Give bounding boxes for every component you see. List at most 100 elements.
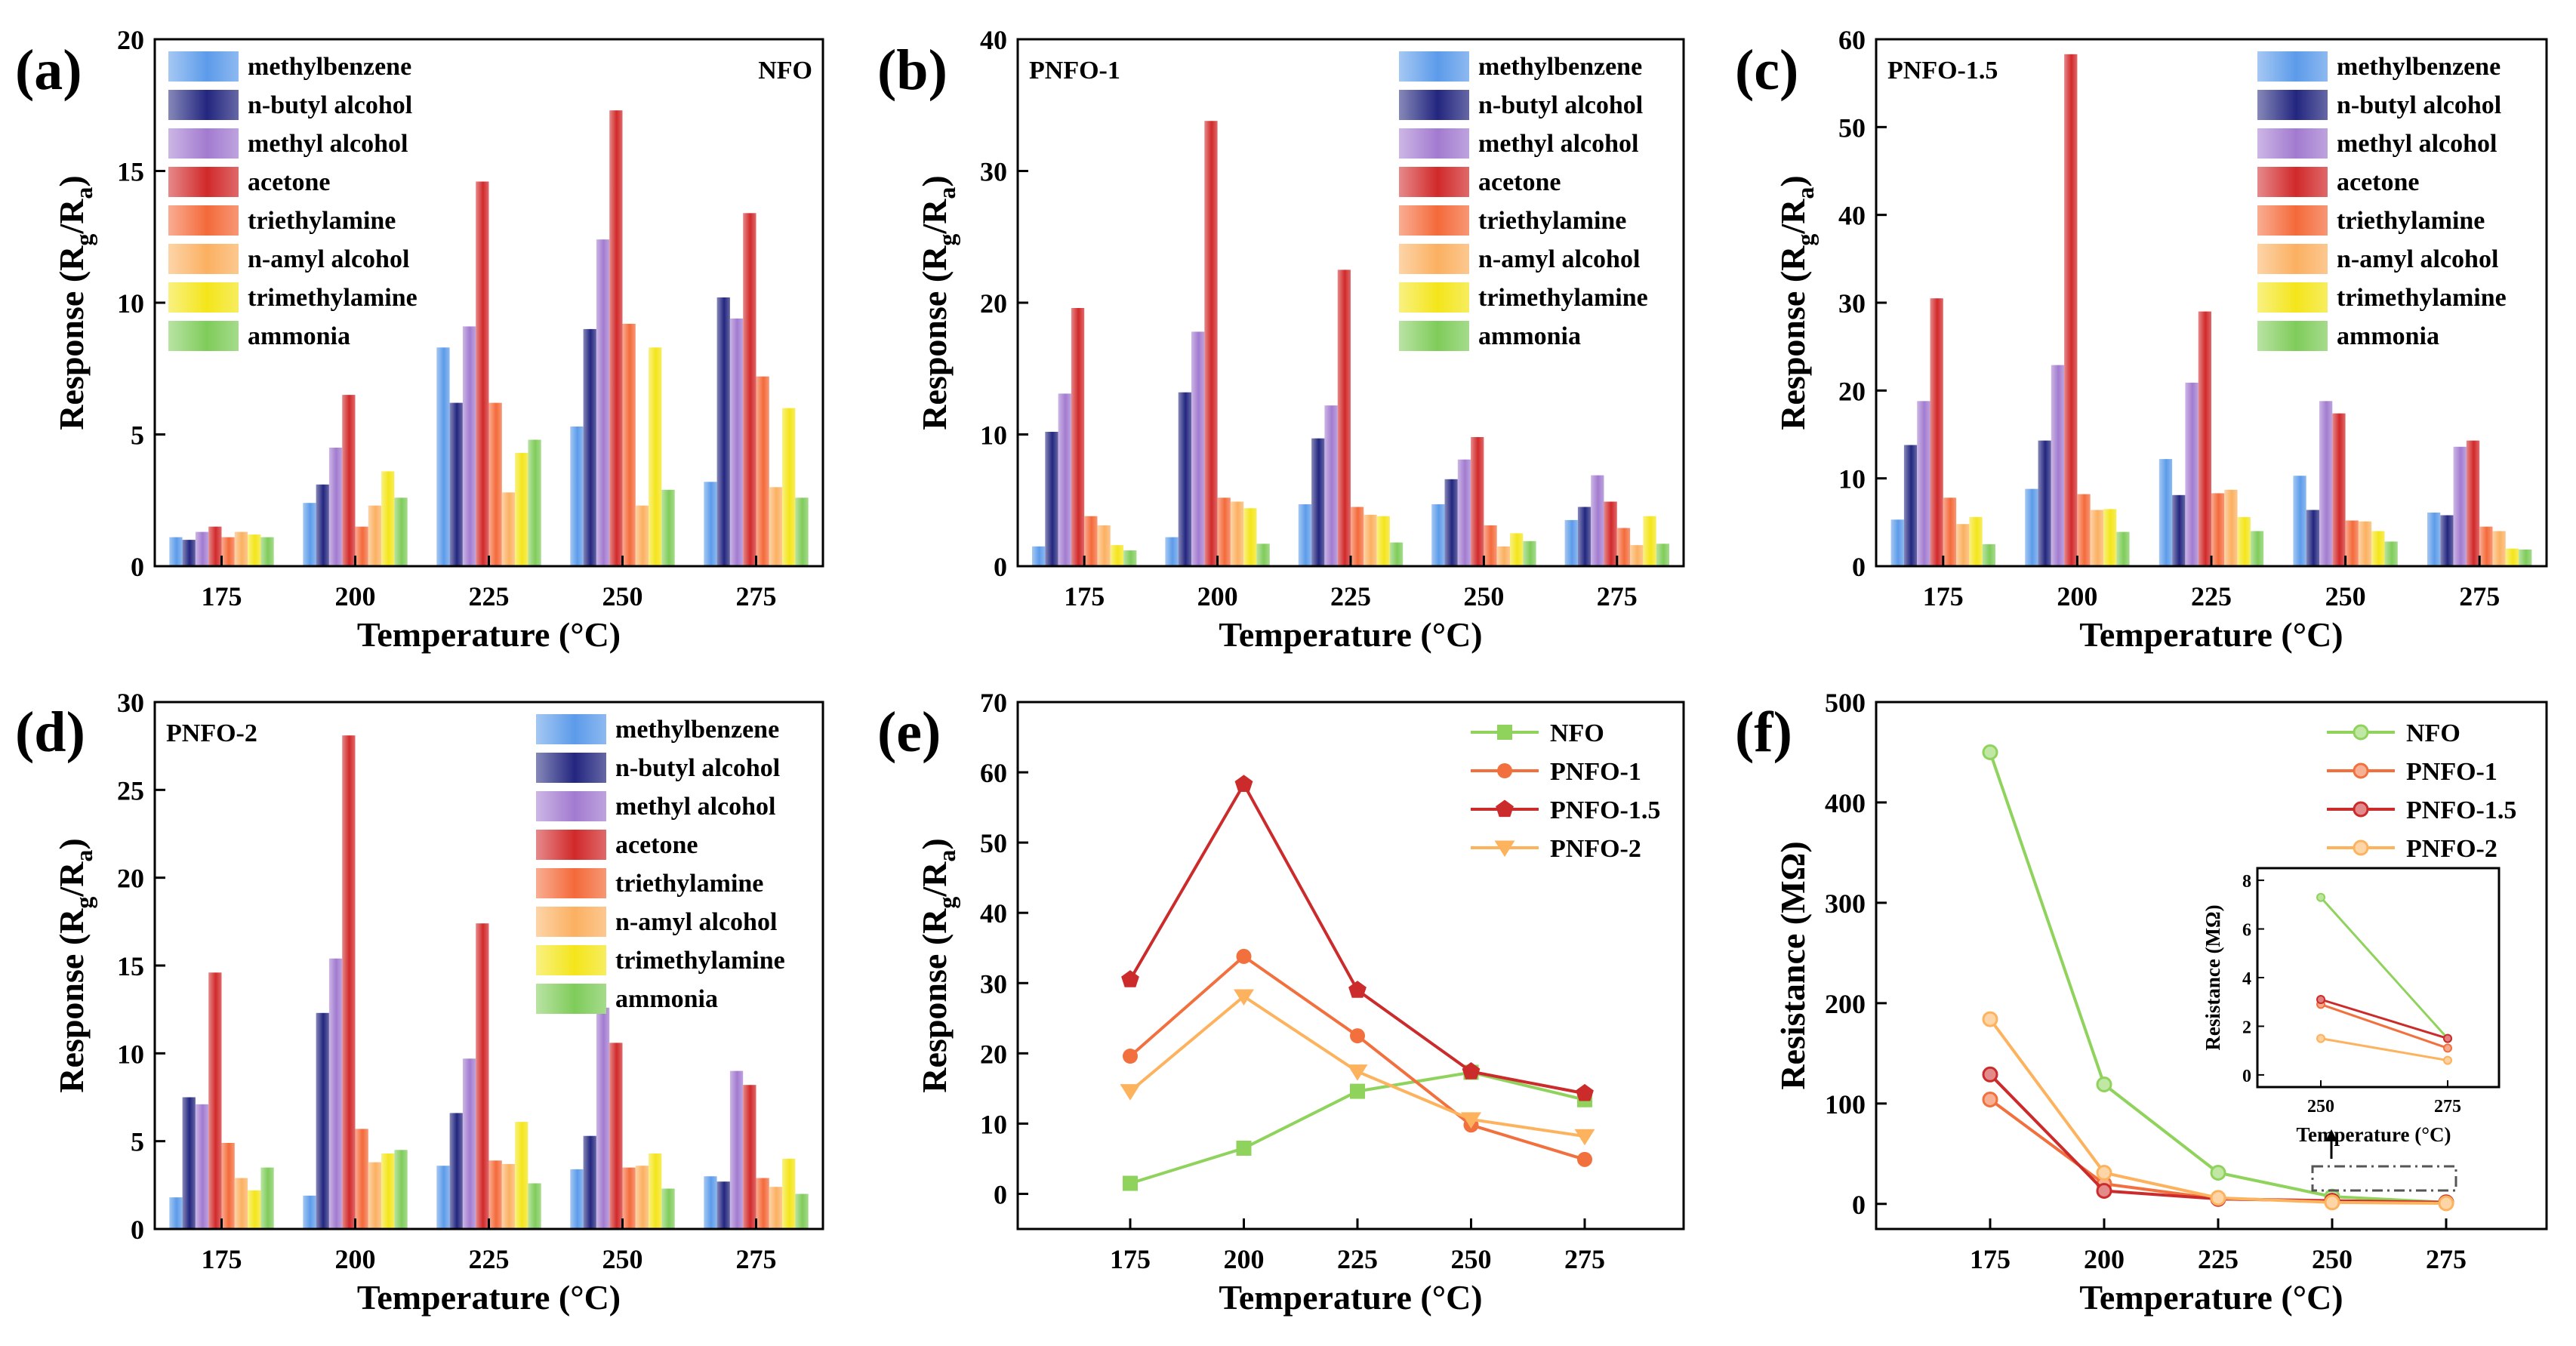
- bar-n-butyl-alcohol-225: [449, 1113, 463, 1229]
- bar-methylbenzene-250: [2293, 476, 2306, 566]
- bar-triethylamine-200: [1217, 497, 1231, 566]
- y-axis-title: Response (Rg/Ra): [915, 838, 960, 1092]
- legend-label-n-butyl-alcohol: n-butyl alcohol: [1478, 91, 1643, 119]
- bar-acetone-175: [208, 972, 222, 1229]
- bar-n-butyl-alcohol-250: [583, 1135, 596, 1229]
- legend-marker-pnfo-1.5: [1496, 799, 1514, 818]
- legend-swatch-acetone: [2257, 167, 2328, 197]
- bar-trimethylamine-275: [1643, 516, 1656, 566]
- bar-acetone-175: [1930, 298, 1943, 566]
- bar-trimethylamine-250: [2371, 531, 2385, 566]
- bar-ammonia-275: [795, 1194, 809, 1229]
- y-tick-label: 0: [131, 552, 144, 582]
- x-tick-label: 250: [2325, 581, 2366, 611]
- bar-methyl-alcohol-225: [462, 1058, 476, 1229]
- legend-label-trimethylamine: trimethylamine: [615, 947, 785, 975]
- bar-ammonia-225: [528, 439, 541, 566]
- line-chart-panel--e-: 0 10 20 30 40 50 60 70 175 200 225 250 275 Temperatur…: [877, 688, 1685, 1317]
- plot-frame: [1016, 701, 1685, 1230]
- bar-trimethylamine-175: [248, 1190, 261, 1229]
- legend-label-pnfo-2: PNFO-2: [1550, 835, 1641, 863]
- x-tick-label: 250: [2312, 1244, 2353, 1274]
- bar-trimethylamine-225: [515, 452, 528, 566]
- legend-swatch-methylbenzene: [2257, 51, 2328, 82]
- y-tick-label: 70: [980, 688, 1007, 718]
- inset-line-pnfo-2: [2320, 1037, 2448, 1062]
- bar-trimethylamine-175: [1969, 516, 1983, 566]
- legend-label-trimethylamine: trimethylamine: [1478, 284, 1648, 312]
- bar-n-butyl-alcohol-275: [2440, 515, 2454, 566]
- bar-triethylamine-275: [2479, 526, 2493, 566]
- bar-methylbenzene-275: [704, 1176, 717, 1229]
- legend-swatch-trimethylamine: [536, 945, 606, 975]
- bar-methyl-alcohol-275: [1591, 475, 1604, 566]
- legend-label-methylbenzene: methylbenzene: [1478, 53, 1642, 81]
- legend-label-pnfo-1.5: PNFO-1.5: [1550, 796, 1660, 824]
- y-tick-label: 25: [117, 775, 144, 805]
- legend-label-triethylamine: triethylamine: [248, 207, 396, 235]
- bar-n-amyl-alcohol-275: [769, 487, 783, 566]
- legend-swatch-n-butyl-alcohol: [536, 753, 606, 783]
- y-tick-label: 10: [980, 420, 1007, 451]
- bar-n-amyl-alcohol-225: [501, 492, 516, 566]
- point-nfo-175: [1123, 1175, 1138, 1191]
- bar-n-amyl-alcohol-250: [635, 1166, 649, 1229]
- x-tick-label: 225: [2198, 1244, 2239, 1274]
- bar-n-amyl-alcohol-250: [2358, 521, 2372, 566]
- point-pnfo-1.5-225: [1348, 981, 1367, 998]
- bar-methylbenzene-200: [303, 503, 316, 566]
- plot-frame: [1875, 701, 2548, 1230]
- bar-ammonia-275: [1656, 544, 1669, 566]
- bar-triethylamine-275: [756, 1178, 769, 1229]
- point-pnfo-1.5-200: [2096, 1183, 2112, 1199]
- legend-swatch-n-butyl-alcohol: [2257, 90, 2328, 120]
- bar-methyl-alcohol-200: [328, 448, 343, 566]
- bar-n-amyl-alcohol-200: [368, 505, 382, 566]
- x-tick-label: 275: [736, 1244, 777, 1274]
- y-tick-label: 20: [117, 864, 144, 894]
- point-pnfo-2-275: [2438, 1195, 2454, 1212]
- legend-marker-pnfo-1: [2353, 762, 2369, 779]
- bar-trimethylamine-250: [649, 1153, 662, 1229]
- y-tick-label: 40: [1838, 201, 1866, 231]
- y-tick-label: 100: [1825, 1089, 1866, 1120]
- y-tick-label: 15: [117, 951, 144, 981]
- legend-label-pnfo-1.5: PNFO-1.5: [2406, 796, 2516, 824]
- inset-point-pnfo-1.5-250: [2316, 995, 2325, 1004]
- x-tick-label: 275: [1597, 581, 1638, 611]
- point-nfo-175: [1982, 744, 1998, 760]
- y-tick-label: 0: [1852, 552, 1866, 582]
- x-tick-label: 175: [1064, 581, 1105, 611]
- point-pnfo-1-200: [1236, 948, 1252, 964]
- bar-methylbenzene-250: [1431, 504, 1445, 566]
- bar-n-butyl-alcohol-275: [716, 297, 730, 566]
- legend-swatch-methylbenzene: [168, 51, 239, 82]
- zoom-region-box: [2311, 1165, 2457, 1192]
- bar-triethylamine-250: [622, 323, 636, 566]
- sample-tag: PNFO-1.5: [1887, 57, 1998, 85]
- bar-n-amyl-alcohol-225: [501, 1163, 516, 1229]
- bar-methylbenzene-225: [436, 347, 450, 566]
- bar-n-amyl-alcohol-275: [2492, 531, 2506, 566]
- bar-n-amyl-alcohol-200: [1230, 501, 1244, 566]
- bar-methyl-alcohol-225: [1324, 405, 1338, 566]
- y-tick-label: 20: [1838, 376, 1866, 406]
- point-pnfo-1.5-250: [1462, 1062, 1481, 1080]
- bar-methyl-alcohol-175: [1058, 393, 1071, 566]
- y-axis-title: Response (Rg/Ra): [915, 175, 960, 430]
- legend-swatch-n-amyl-alcohol: [1399, 244, 1469, 274]
- legend-swatch-acetone: [168, 167, 239, 197]
- point-pnfo-1-175: [1123, 1049, 1138, 1064]
- legend-swatch-acetone: [1399, 167, 1469, 197]
- bar-ammonia-175: [260, 537, 274, 566]
- bar-acetone-275: [1604, 501, 1617, 566]
- bar-n-amyl-alcohol-275: [1630, 545, 1644, 566]
- bar-methylbenzene-175: [169, 537, 183, 566]
- bar-n-amyl-alcohol-250: [635, 505, 649, 566]
- legend-swatch-methylbenzene: [536, 714, 606, 744]
- y-tick-label: 10: [117, 288, 144, 319]
- x-axis-title: Temperature (°C): [357, 615, 621, 654]
- bar-n-butyl-alcohol-175: [1903, 445, 1918, 566]
- legend-swatch-n-amyl-alcohol: [2257, 244, 2328, 274]
- bar-methylbenzene-275: [2427, 513, 2441, 566]
